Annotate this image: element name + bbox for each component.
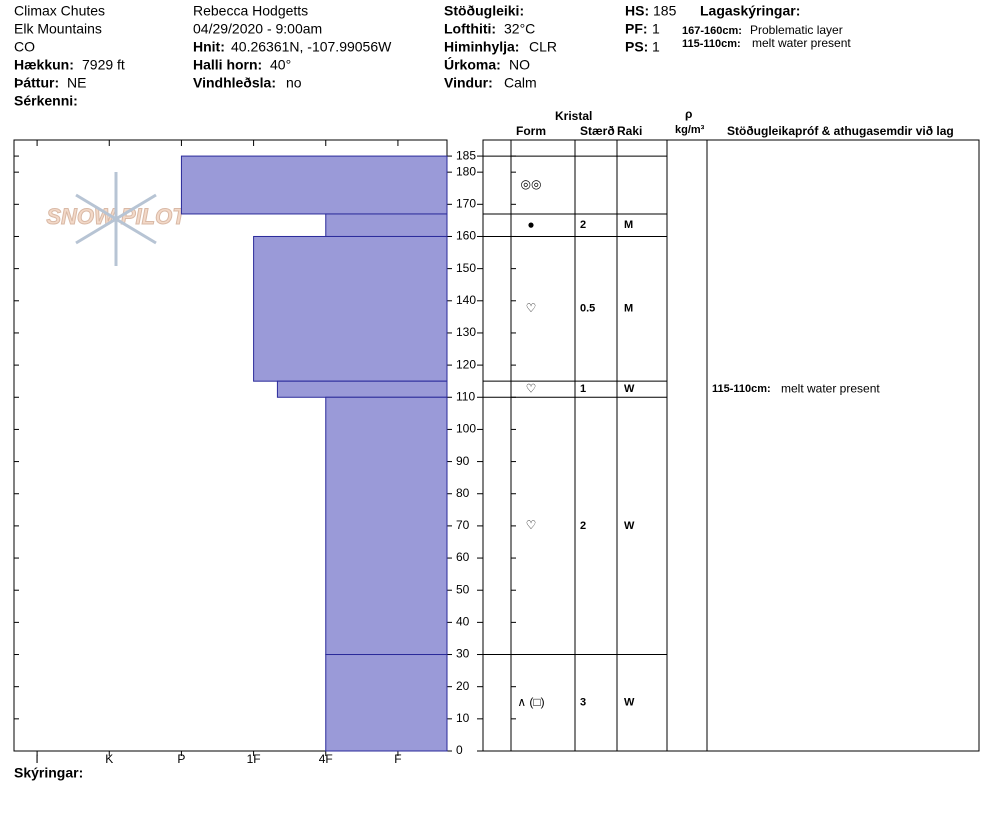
field-value: NE bbox=[67, 75, 86, 91]
table-header: ρ bbox=[685, 107, 692, 121]
note-label: 115-110cm: bbox=[682, 38, 741, 50]
grain-size: 2 bbox=[580, 520, 586, 532]
table-header: Raki bbox=[617, 124, 642, 138]
location: Climax Chutes bbox=[14, 3, 105, 19]
table-header: kg/m³ bbox=[675, 124, 705, 136]
footer: Skýringar: bbox=[14, 765, 83, 781]
grain-size: 3 bbox=[580, 697, 586, 709]
y-tick-label: 110 bbox=[456, 389, 475, 403]
field-value: NO bbox=[509, 57, 530, 73]
y-tick-label: 185 bbox=[456, 148, 476, 162]
hardness-bar bbox=[276, 380, 448, 398]
y-tick-label: 20 bbox=[456, 679, 470, 693]
field-value: 1 bbox=[652, 39, 660, 55]
y-tick-label: 130 bbox=[456, 325, 476, 339]
field-label: Vindhleðsla: bbox=[193, 75, 276, 91]
comment-label: 115-110cm: bbox=[712, 383, 771, 395]
y-tick-label: 100 bbox=[456, 422, 476, 436]
x-tick-label: 4F bbox=[319, 752, 333, 766]
table-header: Form bbox=[516, 124, 546, 138]
grain-form: ◎◎ bbox=[521, 177, 542, 191]
datetime: 04/29/2020 - 9:00am bbox=[193, 21, 322, 37]
field-value: 40° bbox=[270, 57, 291, 73]
y-tick-label: 120 bbox=[456, 357, 476, 371]
grain-form: ♡ bbox=[526, 381, 537, 395]
field-value: CLR bbox=[529, 39, 557, 55]
field-value: no bbox=[286, 75, 302, 91]
field-value: 40.26361N, -107.99056W bbox=[231, 39, 392, 55]
hardness-bar bbox=[325, 213, 448, 237]
field-label: Vindur: bbox=[444, 75, 493, 91]
field-label: HS: bbox=[625, 3, 649, 19]
grain-form: ∧ (□) bbox=[517, 695, 544, 709]
grain-size: 1 bbox=[580, 383, 586, 395]
moisture: W bbox=[624, 697, 635, 709]
y-tick-label: 50 bbox=[456, 582, 470, 596]
field-label: Hækkun: bbox=[14, 57, 74, 73]
y-tick-label: 140 bbox=[456, 293, 476, 307]
location: CO bbox=[14, 39, 35, 55]
field-value: 32°C bbox=[504, 21, 535, 37]
x-tick-label: 1F bbox=[247, 752, 261, 766]
x-tick-label: I bbox=[35, 752, 38, 766]
y-tick-label: 10 bbox=[456, 711, 470, 725]
field-label: Halli horn: bbox=[193, 57, 262, 73]
y-tick-label: 40 bbox=[456, 615, 470, 629]
field-value: 7929 ft bbox=[82, 57, 125, 73]
y-tick-label: 160 bbox=[456, 229, 476, 243]
note-label: 167-160cm: bbox=[682, 25, 742, 37]
field-label: Himinhylja: bbox=[444, 39, 519, 55]
comment: melt water present bbox=[781, 381, 880, 395]
notes-title: Lagaskýringar: bbox=[700, 3, 800, 19]
moisture: M bbox=[624, 219, 633, 231]
field-label: Þáttur: bbox=[14, 75, 59, 91]
field-label: Stöðugleiki: bbox=[444, 3, 524, 19]
moisture: W bbox=[624, 383, 635, 395]
y-tick-label: 150 bbox=[456, 261, 476, 275]
grain-size: 2 bbox=[580, 219, 586, 231]
x-tick-label: F bbox=[394, 752, 401, 766]
x-tick-label: P bbox=[177, 752, 185, 766]
y-tick-label: 90 bbox=[456, 454, 470, 468]
hardness-bar bbox=[325, 396, 448, 656]
y-tick-label: 0 bbox=[456, 743, 463, 757]
y-tick-label: 80 bbox=[456, 486, 470, 500]
table-frame bbox=[482, 139, 980, 752]
x-tick-label: K bbox=[105, 752, 113, 766]
field-label: PF: bbox=[625, 21, 648, 37]
snowflake bbox=[75, 172, 157, 266]
y-tick-label: 180 bbox=[456, 164, 476, 178]
y-tick-label: 30 bbox=[456, 647, 470, 661]
moisture: M bbox=[624, 303, 633, 315]
grain-form: ● bbox=[527, 217, 534, 231]
field-value: 185 bbox=[653, 3, 677, 19]
grain-size: 0.5 bbox=[580, 303, 595, 315]
field-label: Úrkoma: bbox=[444, 56, 501, 73]
hardness-bar bbox=[253, 235, 448, 382]
table-header: Stærð bbox=[580, 124, 615, 138]
grain-form: ♡ bbox=[526, 301, 537, 315]
y-tick-label: 70 bbox=[456, 518, 470, 532]
hardness-bar bbox=[180, 155, 448, 215]
field-label: Hnit: bbox=[193, 39, 225, 55]
field-label: PS: bbox=[625, 39, 648, 55]
y-tick-label: 170 bbox=[456, 196, 476, 210]
note-text: melt water present bbox=[752, 36, 851, 50]
moisture: W bbox=[624, 520, 635, 532]
table-header: Stöðugleikapróf & athugasemdir við lag bbox=[727, 124, 954, 138]
field-label: Sérkenni: bbox=[14, 93, 78, 109]
table-header: Kristal bbox=[555, 109, 592, 123]
hardness-bar bbox=[325, 654, 448, 752]
observer: Rebecca Hodgetts bbox=[193, 3, 308, 19]
field-value: 1 bbox=[652, 21, 660, 37]
field-value: Calm bbox=[504, 75, 537, 91]
note-text: Problematic layer bbox=[750, 23, 843, 37]
y-tick-label: 60 bbox=[456, 550, 470, 564]
location: Elk Mountains bbox=[14, 21, 102, 37]
field-label: Lofthiti: bbox=[444, 21, 496, 37]
grain-form: ♡ bbox=[526, 518, 537, 532]
